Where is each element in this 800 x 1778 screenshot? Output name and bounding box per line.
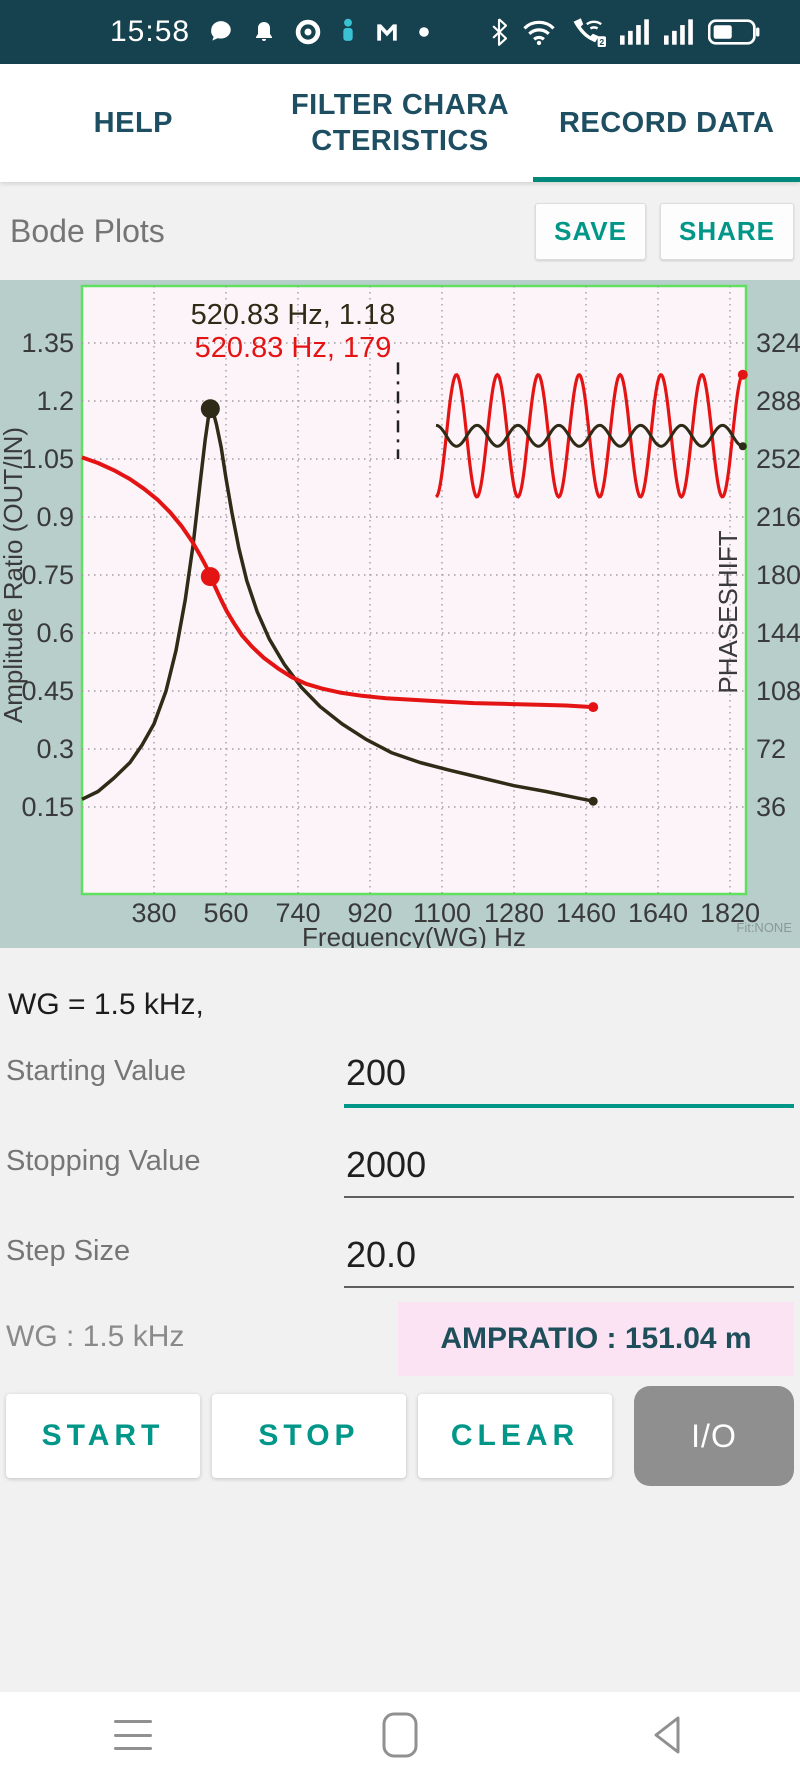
bluetooth-icon [490,18,508,46]
svg-text:1820: 1820 [700,898,760,928]
signal-icon [664,18,694,46]
home-icon[interactable] [267,1712,534,1758]
starting-value-input[interactable] [344,1052,794,1108]
wg-readout: WG : 1.5 kHz [6,1320,185,1353]
svg-text:0.15: 0.15 [21,792,74,822]
share-button[interactable]: SHARE [659,202,794,260]
svg-text:0.75: 0.75 [21,560,74,590]
wg-summary-text: WG = 1.5 kHz, [8,988,204,1021]
start-button[interactable]: START [6,1394,200,1478]
svg-text:Amplitude Ratio (OUT/IN): Amplitude Ratio (OUT/IN) [0,427,28,723]
tab-record-data[interactable]: RECORD DATA [558,106,775,139]
svg-text:2: 2 [599,37,604,47]
svg-text:1.2: 1.2 [36,386,74,416]
svg-text:324: 324 [756,328,800,358]
bell-icon [252,19,276,45]
bode-chart-svg: 380 560 740 920 1100 1280 1460 1640 1820 0.15 0.3 0… [0,284,800,948]
step-size-input[interactable] [344,1234,794,1288]
battery-icon [708,18,760,46]
save-button[interactable]: SAVE [535,202,646,260]
wifi-icon [522,18,556,46]
svg-text:36: 36 [756,792,786,822]
android-nav-bar [0,1692,800,1778]
svg-text:144: 144 [756,618,800,648]
page-title: Bode Plots [10,212,165,249]
tab-help[interactable]: HELP [93,106,173,139]
svg-text:PHASESHIFT: PHASESHIFT [713,530,743,693]
svg-text:Fit:NONE: Fit:NONE [736,920,792,935]
svg-text:1460: 1460 [556,898,616,928]
svg-text:1.05: 1.05 [21,444,74,474]
svg-text:216: 216 [756,502,800,532]
signal-icon [620,18,650,46]
chat-icon [208,19,234,45]
section-header: Bode Plots SAVE SHARE [0,182,800,280]
tab-filter-characteristics[interactable]: FILTER CHARACTERISTICS [290,88,510,157]
step-size-label: Step Size [6,1235,131,1267]
svg-text:1280: 1280 [484,898,544,928]
svg-text:380: 380 [131,898,176,928]
svg-text:0.9: 0.9 [36,502,74,532]
person-icon [340,18,356,46]
svg-text:180: 180 [756,560,800,590]
svg-text:560: 560 [203,898,248,928]
svg-text:920: 920 [347,898,392,928]
svg-text:72: 72 [756,734,786,764]
svg-text:520.83 Hz, 179: 520.83 Hz, 179 [195,332,392,364]
svg-text:108: 108 [756,676,800,706]
status-bar: 15:58 [0,0,800,64]
recents-icon[interactable] [0,1720,267,1750]
stopping-value-input[interactable] [344,1144,794,1198]
svg-text:1640: 1640 [628,898,688,928]
io-button[interactable]: I/O [634,1386,794,1486]
clear-button[interactable]: CLEAR [418,1394,612,1478]
svg-text:252: 252 [756,444,800,474]
gmail-icon [374,19,400,45]
svg-text:740: 740 [275,898,320,928]
svg-text:1.35: 1.35 [21,328,74,358]
record-icon [294,18,322,46]
readout-row: WG : 1.5 kHz AMPRATIO : 151.04 m [6,1302,794,1378]
active-tab-indicator [533,177,800,182]
svg-text:0.45: 0.45 [21,676,74,706]
clock: 15:58 [110,15,191,48]
back-icon[interactable] [533,1715,800,1755]
svg-text:0.6: 0.6 [36,618,74,648]
svg-text:0.3: 0.3 [36,734,74,764]
tab-bar: HELP FILTER CHARACTERISTICS RECORD DATA [0,64,800,182]
svg-text:Frequency(WG) Hz: Frequency(WG) Hz [302,922,526,948]
svg-text:288: 288 [756,386,800,416]
wifi-calling-icon: 2 [570,17,606,47]
svg-text:520.83 Hz, 1.18: 520.83 Hz, 1.18 [191,299,396,331]
starting-value-row: Starting Value [6,1022,794,1112]
svg-text:1100: 1100 [413,898,471,928]
step-size-row: Step Size [6,1202,794,1292]
stopping-value-row: Stopping Value [6,1112,794,1202]
stopping-value-label: Stopping Value [6,1145,201,1177]
stop-button[interactable]: STOP [212,1394,406,1478]
actions-row: START STOP CLEAR I/O [6,1386,794,1486]
dot-icon [418,26,430,38]
ampratio-readout: AMPRATIO : 151.04 m [398,1302,794,1376]
starting-value-label: Starting Value [6,1055,187,1087]
bode-chart: 380 560 740 920 1100 1280 1460 1640 1820 0.15 0.3 0… [0,280,800,948]
